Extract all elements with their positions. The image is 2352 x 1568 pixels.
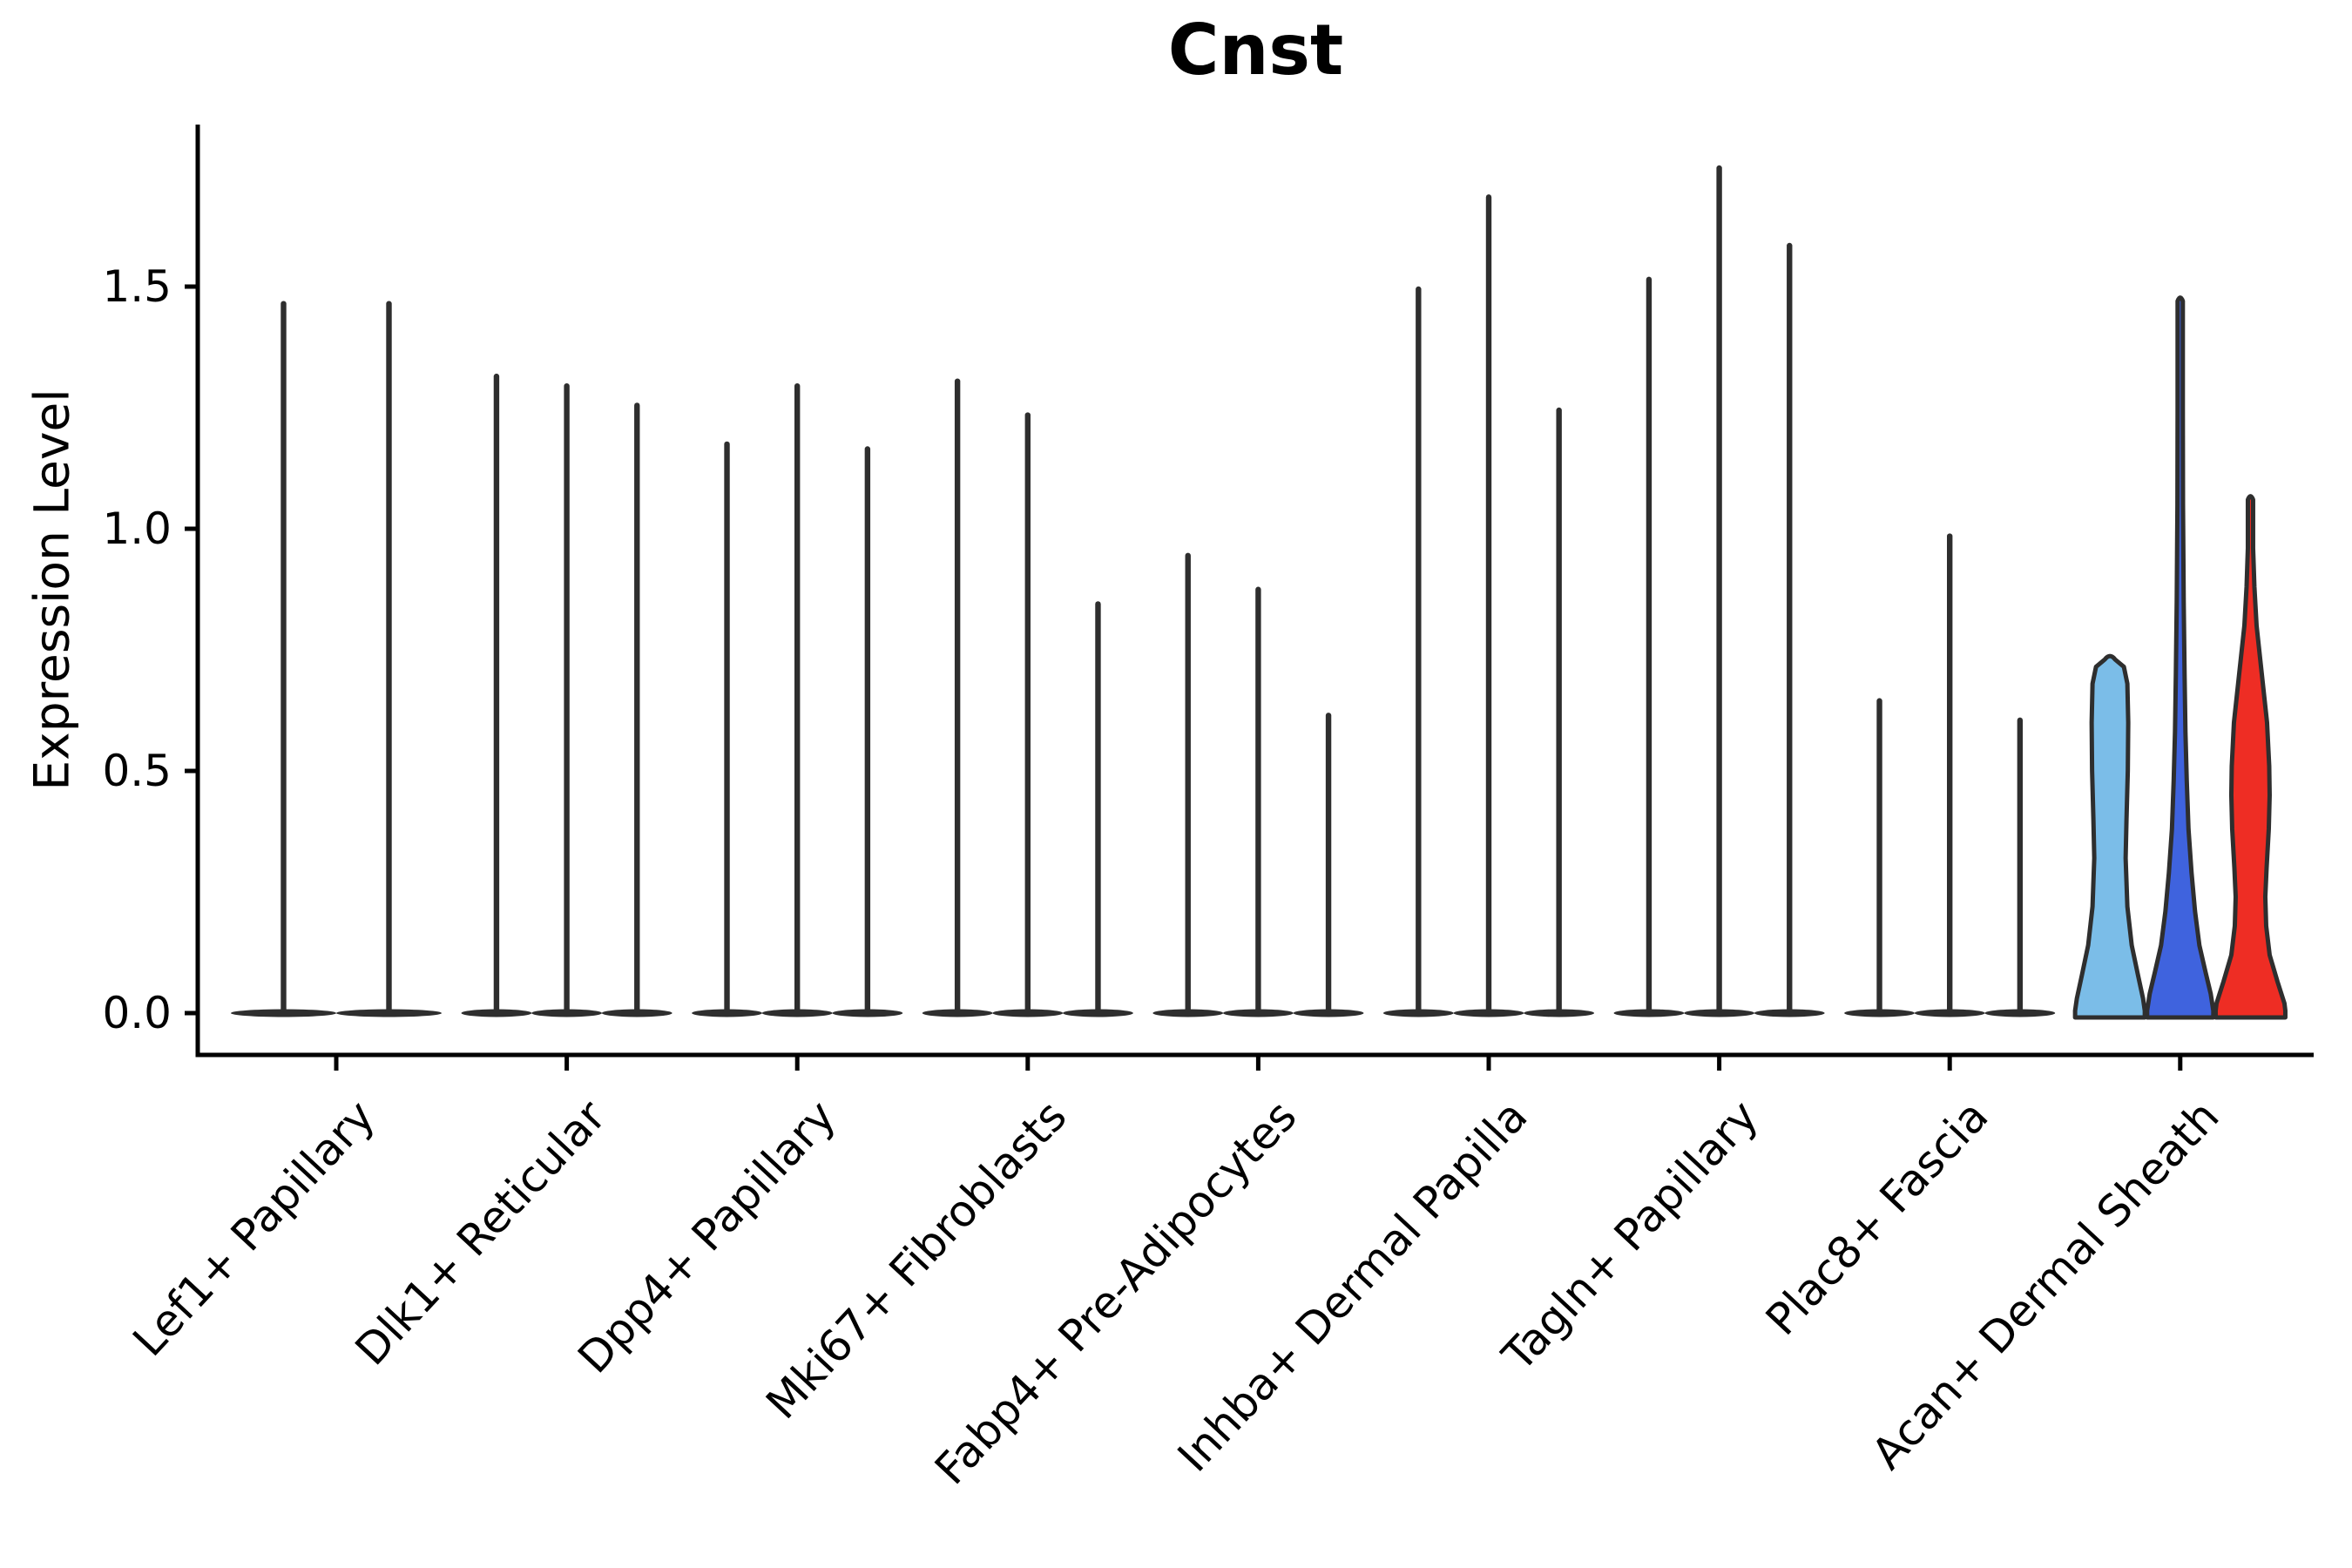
- y-tick-label: 1.5: [102, 261, 172, 312]
- violin-shaped-8-0: [2072, 653, 2147, 1020]
- y-tick-label: 1.0: [102, 504, 172, 554]
- y-axis-label: Expression Level: [24, 389, 80, 791]
- y-tick-label: 0.5: [102, 746, 172, 796]
- violin-shaped-8-1: [2145, 295, 2216, 1020]
- chart-title: Cnst: [1167, 10, 1344, 91]
- violin-shaped-8-2: [2213, 494, 2288, 1020]
- y-tick-label: 0.0: [102, 988, 172, 1038]
